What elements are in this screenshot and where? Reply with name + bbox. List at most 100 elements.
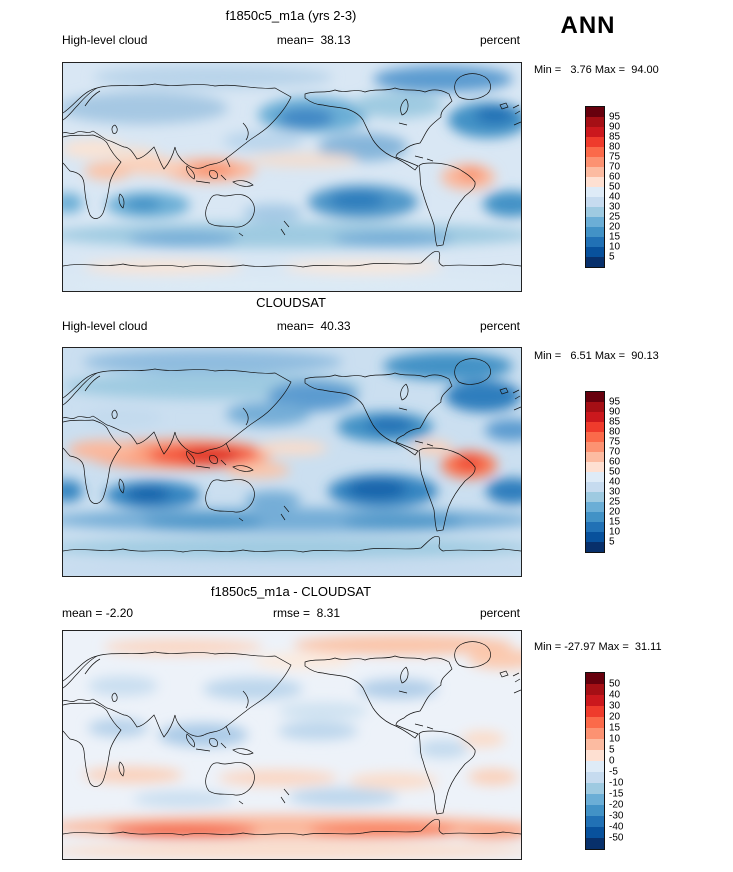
panel1-mean-label: mean= 38.13 — [276, 33, 351, 47]
colorbar-tick-label: 40 — [609, 689, 621, 701]
colorbar-tick-label: 60 — [609, 456, 621, 468]
colorbar-tick-label: 10 — [609, 241, 621, 253]
colorbar-tick-label: 10 — [609, 526, 621, 538]
colorbar-tick-label: 60 — [609, 171, 621, 183]
colorbar-cells — [585, 672, 605, 850]
colorbar-tick-label: 85 — [609, 416, 621, 428]
colorbar-tick-label: 80 — [609, 141, 621, 153]
colorbar-cell — [586, 207, 604, 217]
panel1-colorbar: 95 90 85 80 75 70 60 50 40 30 25 20 15 10 5 — [585, 106, 645, 268]
colorbar-cell — [586, 502, 604, 512]
colorbar-cell — [586, 816, 604, 827]
colorbar-cell — [586, 157, 604, 167]
colorbar-tick-label: -15 — [609, 788, 624, 800]
colorbar-cell — [586, 684, 604, 695]
colorbar-cell — [586, 512, 604, 522]
colorbar-cell — [586, 237, 604, 247]
colorbar-cell — [586, 432, 604, 442]
colorbar-cell — [586, 772, 604, 783]
colorbar-tick-label: 70 — [609, 161, 621, 173]
colorbar-tick-label: 5 — [609, 744, 615, 756]
map-diff — [62, 630, 522, 860]
colorbar-tick-label: 50 — [609, 181, 621, 193]
colorbar-tick-label: 15 — [609, 516, 621, 528]
colorbar-tick-label: -10 — [609, 777, 624, 789]
colorbar-cell — [586, 107, 604, 117]
colorbar-cell — [586, 402, 604, 412]
colorbar-tick-label: 40 — [609, 191, 621, 203]
colorbar-cell — [586, 827, 604, 838]
colorbar-tick-label: 5 — [609, 251, 615, 263]
colorbar-tick-label: 50 — [609, 466, 621, 478]
panel3-labels-row: mean = -2.20 rmse = 8.31 percent — [62, 606, 520, 620]
colorbar-cell — [586, 117, 604, 127]
map-obs-svg — [63, 348, 521, 576]
panel3-mean-label: mean = -2.20 — [62, 606, 134, 620]
colorbar-cell — [586, 805, 604, 816]
colorbar-tick-label: -5 — [609, 766, 618, 778]
colorbar-tick-label: 85 — [609, 131, 621, 143]
colorbar-cells — [585, 391, 605, 553]
colorbar-cell — [586, 392, 604, 402]
colorbar-tick-label: 90 — [609, 121, 621, 133]
colorbar-tick-label: 50 — [609, 678, 621, 690]
colorbar-cell — [586, 761, 604, 772]
colorbar-cell — [586, 706, 604, 717]
colorbar-tick-label: 95 — [609, 111, 621, 123]
colorbar-cell — [586, 412, 604, 422]
colorbar-tick-label: 20 — [609, 506, 621, 518]
colorbar-tick-label: 25 — [609, 211, 621, 223]
colorbar-tick-label: 80 — [609, 426, 621, 438]
colorbar-cell — [586, 482, 604, 492]
panel3-rmse-label: rmse = 8.31 — [272, 606, 341, 620]
map-diff-svg — [63, 631, 521, 859]
colorbar-cell — [586, 422, 604, 432]
panel1-units-label: percent — [479, 33, 520, 47]
colorbar-cell — [586, 177, 604, 187]
colorbar-cell — [586, 717, 604, 728]
colorbar-cell — [586, 783, 604, 794]
colorbar-tick-label: 5 — [609, 536, 615, 548]
colorbar-tick-label: 75 — [609, 436, 621, 448]
season-label: ANN — [560, 12, 616, 39]
colorbar-cell — [586, 750, 604, 761]
colorbar-cell — [586, 462, 604, 472]
map-model-svg — [63, 63, 521, 291]
colorbar-cell — [586, 542, 604, 552]
colorbar-tick-label: -20 — [609, 799, 624, 811]
colorbar-cell — [586, 257, 604, 267]
colorbar-tick-label: 20 — [609, 221, 621, 233]
panel1-variable-label: High-level cloud — [62, 33, 148, 47]
colorbar-cell — [586, 739, 604, 750]
panel2-colorbar: 95 90 85 80 75 70 60 50 40 30 25 20 15 10 5 — [585, 391, 645, 553]
colorbar-cell — [586, 838, 604, 849]
map-obs — [62, 347, 522, 577]
colorbar-cell — [586, 147, 604, 157]
panel2-labels-row: High-level cloud mean= 40.33 percent — [62, 319, 520, 333]
colorbar-tick-label: 40 — [609, 476, 621, 488]
panel1-labels-row: High-level cloud mean= 38.13 percent — [62, 33, 520, 47]
panel2-units-label: percent — [479, 319, 520, 333]
colorbar-cell — [586, 452, 604, 462]
colorbar-cell — [586, 532, 604, 542]
colorbar-cell — [586, 137, 604, 147]
panel3-title: f1850c5_m1a - CLOUDSAT — [210, 584, 372, 599]
colorbar-cell — [586, 197, 604, 207]
colorbar-cell — [586, 217, 604, 227]
colorbar-cell — [586, 728, 604, 739]
colorbar-cell — [586, 673, 604, 684]
colorbar-cell — [586, 127, 604, 137]
contour-shading-model — [63, 65, 521, 291]
colorbar-tick-label: -30 — [609, 810, 624, 822]
colorbar-tick-label: 90 — [609, 406, 621, 418]
panel2-mean-label: mean= 40.33 — [276, 319, 351, 333]
colorbar-tick-label: 75 — [609, 151, 621, 163]
colorbar-tick-label: 70 — [609, 446, 621, 458]
panel3-colorbar: 50 40 30 20 15 10 5 0 -5 -10 -15 -20 -30 -40 -50 — [585, 672, 645, 850]
colorbar-cell — [586, 227, 604, 237]
colorbar-cell — [586, 442, 604, 452]
map-model — [62, 62, 522, 292]
colorbar-tick-label: 95 — [609, 396, 621, 408]
colorbar-tick-label: 20 — [609, 711, 621, 723]
